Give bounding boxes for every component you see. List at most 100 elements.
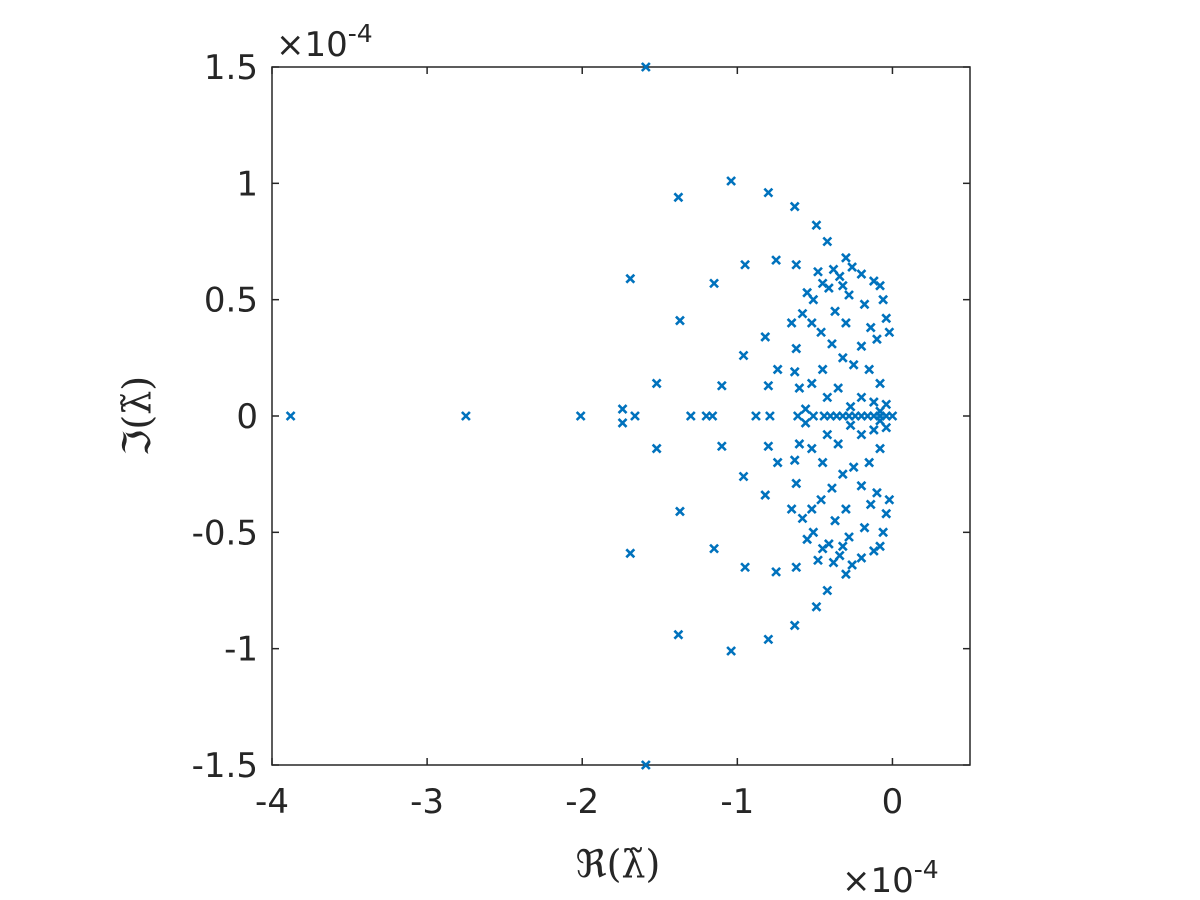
data-point [878,294,889,305]
data-point [791,343,802,354]
data-points [285,62,898,770]
data-point [847,559,858,570]
y-tick-label: 1 [236,164,258,204]
data-point [789,620,800,631]
data-point [794,439,805,449]
data-point [716,441,727,452]
data-point [837,541,848,552]
data-point [640,62,651,72]
data-point [786,504,797,514]
data-point [808,527,819,538]
data-point [813,555,823,566]
data-point [673,629,684,640]
data-point [837,352,848,363]
data-point [794,383,805,393]
data-point [651,378,662,389]
y-tick-label: 0 [236,397,258,437]
y-axis-multiplier: ×10-4 [276,19,373,65]
data-point [856,392,867,403]
data-point [847,262,858,273]
data-point [738,471,749,482]
data-point [816,327,827,338]
data-point [763,380,774,391]
data-point [884,494,895,505]
data-point [875,541,885,552]
data-point [837,280,848,291]
data-point [830,515,840,526]
data-point [789,201,800,212]
data-point [617,418,628,428]
data-point [865,499,876,510]
data-point [856,480,867,491]
data-point [709,278,719,289]
data-point [856,269,867,279]
data-point [845,420,856,431]
data-point [833,383,844,393]
x-axis-ticks: -4 -3 -2 -1 0 [255,67,903,822]
data-point [791,259,802,270]
data-point [771,566,782,577]
data-point [837,469,848,480]
data-point [856,341,867,352]
data-point [786,318,797,328]
data-point [827,483,837,494]
data-point [823,539,834,549]
data-point [797,513,808,524]
data-point [881,399,892,410]
data-point [791,562,802,573]
data-point [848,359,859,370]
data-point [640,760,651,770]
data-point [740,259,751,270]
data-point [726,176,737,186]
data-point [808,411,819,421]
data-point [760,331,771,342]
data-point [856,553,867,563]
x-tick-label: 0 [882,782,904,822]
x-tick-label: -3 [410,782,444,822]
data-point [884,327,895,338]
data-point [834,271,845,282]
data-point [868,425,879,435]
data-point [872,334,882,345]
data-point [771,255,782,266]
data-point [822,392,833,403]
y-axis-label: ℑ(λ̃) [115,376,159,456]
data-point [864,364,875,375]
data-point [881,313,892,324]
data-point [772,364,783,375]
data-point [789,366,800,377]
data-point [875,378,885,389]
data-point [791,478,802,489]
x-axis-label: ℜ(λ̃) [576,842,661,886]
data-point [859,522,870,533]
data-point [285,411,296,421]
data-point [673,192,684,203]
data-point [726,646,737,656]
data-point [844,290,854,300]
data-point [630,411,640,421]
data-point [840,504,851,514]
x-axis-multiplier: ×10-4 [842,855,939,900]
data-point [881,422,892,433]
data-point [864,457,875,468]
data-point [760,490,771,501]
data-point [800,418,811,428]
data-point [460,411,471,421]
data-point [625,273,636,284]
data-point [797,308,808,319]
data-point [738,350,749,361]
data-point [865,322,876,333]
data-point [808,294,819,305]
data-point [806,318,817,328]
data-point [816,494,827,505]
data-point [856,429,867,440]
data-point [751,411,761,421]
data-point [872,487,882,498]
data-point [811,601,822,612]
data-point [625,548,636,559]
data-point [675,315,685,326]
data-point [817,364,828,375]
data-point [840,252,851,263]
data-point [800,404,811,414]
